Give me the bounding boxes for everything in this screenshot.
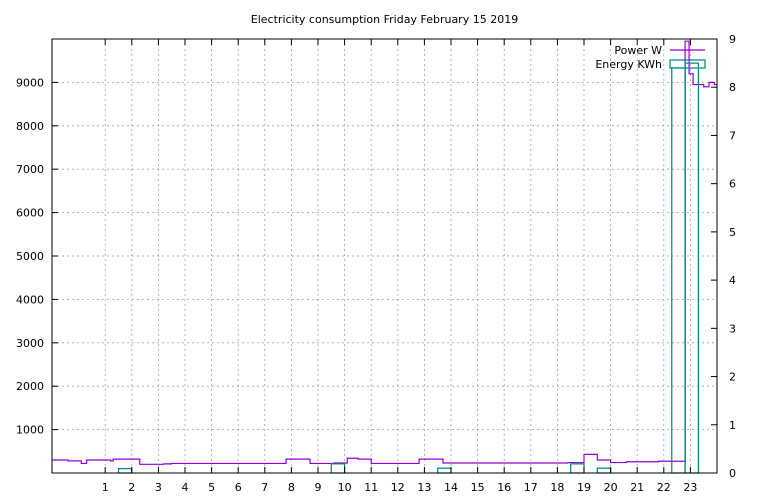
y-tick-label: 5000 <box>16 250 44 263</box>
y-tick-label: 7000 <box>16 163 44 176</box>
x-tick-label: 5 <box>208 481 215 494</box>
y2-tick-label: 6 <box>729 178 736 191</box>
energy-bar <box>596 467 612 474</box>
x-tick-label: 13 <box>417 481 431 494</box>
grid <box>52 39 717 473</box>
x-tick-label: 20 <box>604 481 618 494</box>
y-tick-label: 8000 <box>16 120 44 133</box>
x-tick-label: 2 <box>128 481 135 494</box>
y-tick-label: 6000 <box>16 207 44 220</box>
x-tick-label: 17 <box>524 481 538 494</box>
energy-bar <box>671 67 686 474</box>
energy-bar <box>684 62 699 474</box>
y2-tick-label: 2 <box>729 371 736 384</box>
energy-bar <box>437 467 452 474</box>
x-tick-label: 15 <box>471 481 485 494</box>
x-tick-label: 18 <box>550 481 564 494</box>
y2-tick-label: 4 <box>729 274 736 287</box>
x-tick-label: 1 <box>102 481 109 494</box>
y-tick-label: 1000 <box>16 424 44 437</box>
x-tick-label: 9 <box>315 481 322 494</box>
y2-tick-label: 3 <box>729 322 736 335</box>
chart-title: Electricity consumption Friday February … <box>251 13 518 26</box>
energy-bar <box>330 463 346 474</box>
x-tick-label: 4 <box>182 481 189 494</box>
series-layer <box>52 40 717 474</box>
y2-tick-label: 8 <box>729 81 736 94</box>
x-tick-label: 16 <box>497 481 511 494</box>
x-tick-label: 7 <box>261 481 268 494</box>
y-tick-label: 9000 <box>16 76 44 89</box>
y-tick-label: 2000 <box>16 380 44 393</box>
axes: 1 2 3 4 5 6 7 8 9 10 11 12 13 14 15 16 17 18 19 20 21 22 23100… <box>16 33 736 494</box>
x-tick-label: 11 <box>364 481 378 494</box>
legend-label: Power W <box>614 44 662 57</box>
y2-tick-label: 5 <box>729 226 736 239</box>
y2-tick-label: 0 <box>729 467 736 480</box>
y2-tick-label: 1 <box>729 419 736 432</box>
x-tick-label: 6 <box>235 481 242 494</box>
x-tick-label: 21 <box>630 481 644 494</box>
x-tick-label: 22 <box>657 481 671 494</box>
legend-label: Energy KWh <box>595 58 662 71</box>
power-line <box>52 40 717 465</box>
y2-tick-label: 9 <box>729 33 736 46</box>
energy-bar <box>117 468 133 474</box>
x-tick-label: 19 <box>577 481 591 494</box>
x-tick-label: 8 <box>288 481 295 494</box>
x-tick-label: 3 <box>155 481 162 494</box>
x-tick-label: 23 <box>683 481 697 494</box>
legend-swatch-bar <box>669 59 706 69</box>
x-tick-label: 10 <box>338 481 352 494</box>
y-tick-label: 3000 <box>16 337 44 350</box>
energy-bar <box>570 463 585 474</box>
y-tick-label: 4000 <box>16 293 44 306</box>
x-tick-label: 14 <box>444 481 458 494</box>
y2-tick-label: 7 <box>729 129 736 142</box>
x-tick-label: 12 <box>391 481 405 494</box>
